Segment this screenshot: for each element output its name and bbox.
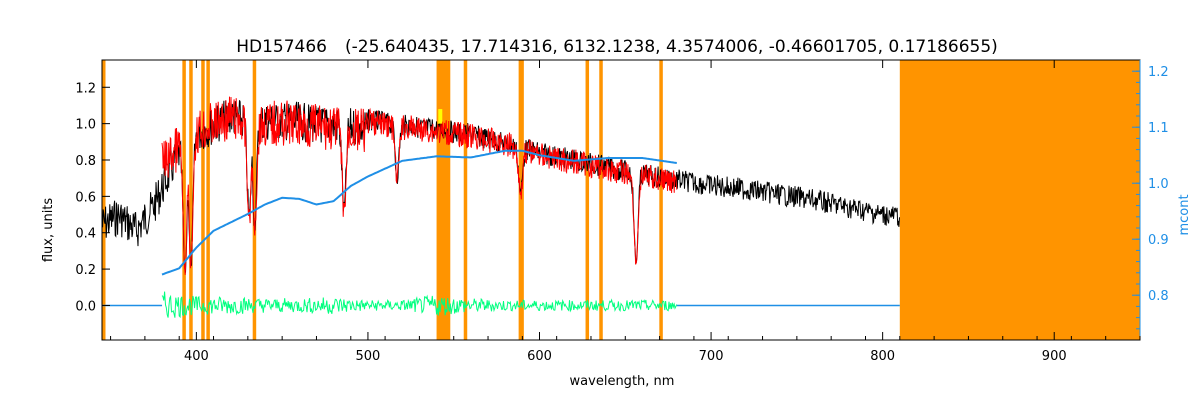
y-tick-label-0.4: 0.4 (75, 227, 96, 242)
y2-tick-label-1.1: 1.1 (1148, 121, 1169, 136)
x-tick-label-500: 500 (356, 349, 381, 364)
mask-bands (102, 60, 1140, 340)
mask-line-1 (182, 60, 186, 340)
y-tick-label-0.2: 0.2 (75, 263, 96, 278)
mask-line-11 (659, 60, 663, 340)
chart-title-star: HD157466 (236, 37, 327, 57)
mask-band-0 (436, 60, 451, 340)
y2-tick-label-0.8: 0.8 (1148, 289, 1169, 304)
y-tick-label-0: 0.0 (75, 299, 96, 314)
mask-line-9 (585, 60, 590, 340)
series-model-line (161, 96, 678, 275)
series-observed-line (101, 100, 900, 273)
y2-axis-label: mcont (1177, 194, 1192, 235)
chart-title: HD157466 (-25.640435, 17.714316, 6132.123… (236, 37, 998, 57)
series-residual-line (161, 291, 678, 319)
mask-line-3 (201, 60, 205, 340)
y-axis-label: flux, units (41, 198, 56, 263)
series-continuum-line (161, 149, 677, 276)
mask-line-6 (463, 60, 468, 340)
x-tick-label-400: 400 (184, 349, 209, 364)
series-layer (101, 96, 900, 319)
y2-tick-label-1.2: 1.2 (1148, 65, 1169, 80)
x-tick-label-700: 700 (699, 349, 724, 364)
x-tick-label-600: 600 (527, 349, 552, 364)
y2-tick-label-0.9: 0.9 (1148, 233, 1169, 248)
mask-line-8 (520, 60, 524, 340)
highlight-marker (438, 109, 443, 124)
y2-tick-label-1: 1.0 (1148, 177, 1169, 192)
y-tick-label-1.2: 1.2 (75, 81, 96, 96)
y-tick-label-0.8: 0.8 (75, 154, 96, 169)
chart-title-params: (-25.640435, 17.714316, 6132.1238, 4.357… (345, 37, 998, 57)
mask-line-10 (599, 60, 603, 340)
mask-line-4 (206, 60, 210, 340)
y-tick-label-1: 1.0 (75, 118, 96, 133)
x-tick-label-900: 900 (1042, 349, 1067, 364)
mask-line-5 (252, 60, 257, 340)
axes-layer: 400 500 600 700 800 900 0.0 0.2 0.4 0.6 0.8 1.0 1.2 0… (75, 59, 1169, 364)
mask-line-2 (189, 60, 193, 340)
y-tick-label-0.6: 0.6 (75, 190, 96, 205)
x-axis-label: wavelength, nm (570, 374, 675, 389)
x-tick-label-800: 800 (870, 349, 895, 364)
mask-band-1 (899, 60, 1140, 340)
mask-line-0 (102, 60, 106, 340)
